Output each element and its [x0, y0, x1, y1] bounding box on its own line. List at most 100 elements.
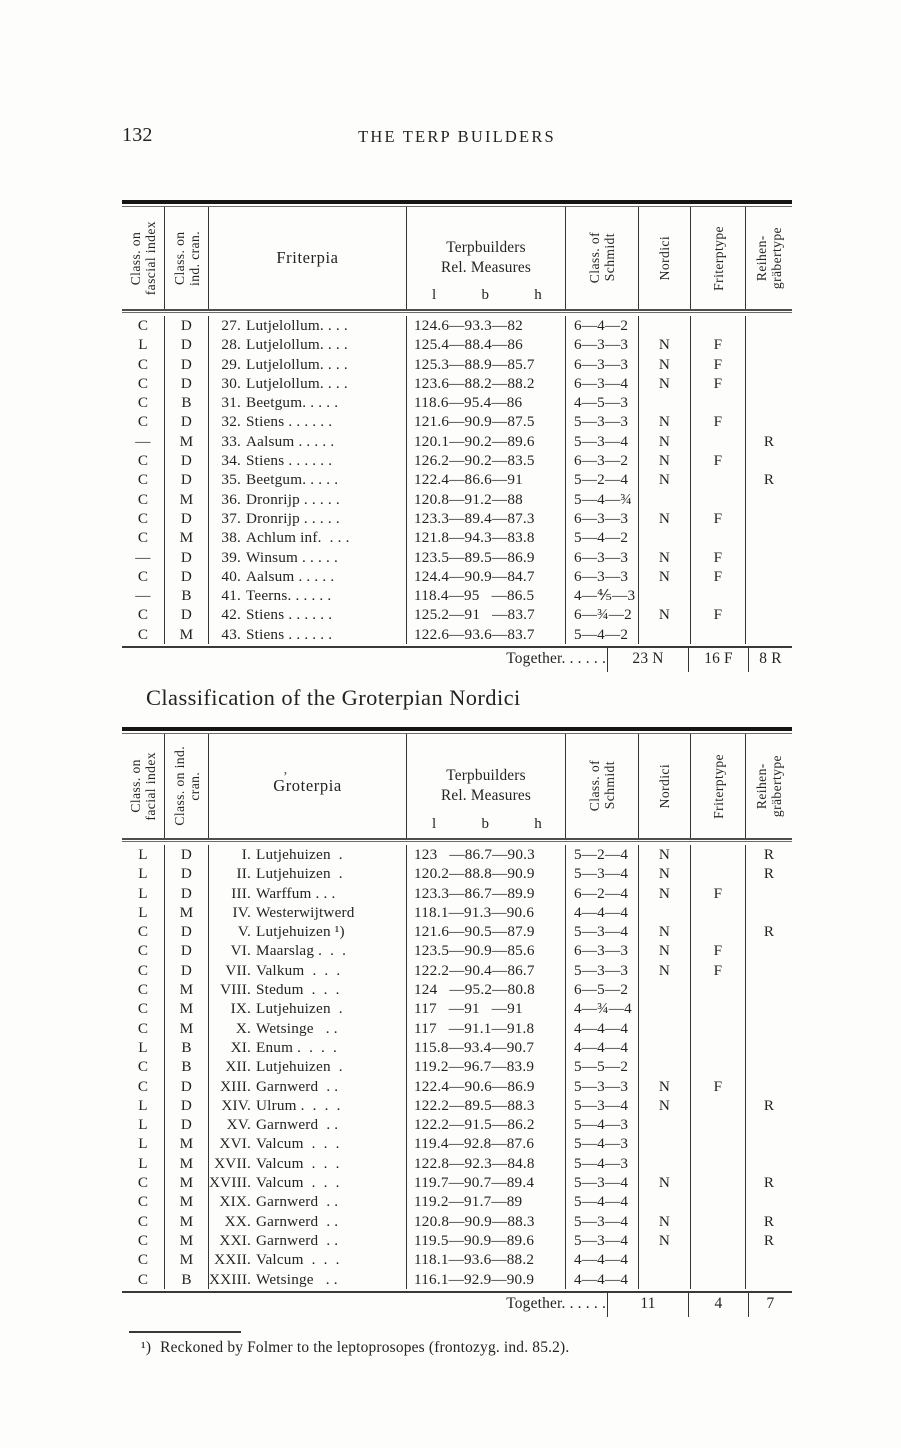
- specimen-place-name: Stiens . . . . . .: [246, 625, 333, 643]
- measures-title: Terpbuilders Rel. Measures: [407, 734, 565, 838]
- cell-reihengraebertype: [745, 508, 792, 529]
- cell-friterptype: [690, 845, 745, 865]
- table-row: L D III. Warffum . . . 123.3—86.7—89.9 6—2—4 N…: [122, 883, 792, 903]
- specimen-place-name: Enum . . . .: [256, 1038, 338, 1056]
- cell-class-ind-cran: M: [164, 489, 208, 509]
- footnote-separator-rule: [129, 1331, 241, 1333]
- cell-nordici: [638, 902, 690, 923]
- cell-reihengraebertype: [745, 1037, 792, 1058]
- cell-class-of-schmidt: 6—3—3: [565, 547, 638, 567]
- header-bottom-double-rule: [122, 838, 792, 842]
- specimen-place-name: Lutjehuizen .: [256, 846, 343, 863]
- header-cell-class-ind-cran: Class. on ind. cran.: [164, 207, 208, 309]
- cell-reihengraebertype: [745, 373, 792, 394]
- cell-reihengraebertype: [745, 566, 792, 587]
- cell-friterptype: [690, 470, 745, 490]
- cell-nordici: [638, 1115, 690, 1135]
- cell-reihengraebertype: [745, 586, 792, 606]
- reihengraebertype-label: Reihen-gräbertype: [754, 227, 784, 289]
- cell-class-of-schmidt: 4—¾—4: [565, 999, 638, 1019]
- specimen-place-name: Stiens . . . . . .: [246, 452, 333, 470]
- cell-class-ind-cran: B: [164, 1269, 208, 1289]
- table-row: C D 29. Lutjelollum. . . . 125.3—88.9—85.7 6—…: [122, 354, 792, 374]
- cell-friterptype: [690, 1192, 745, 1212]
- measure-variable: l: [432, 287, 437, 303]
- rotated-label-line: Nordici: [657, 763, 672, 809]
- cell-class-of-schmidt: 6—3—3: [565, 508, 638, 529]
- cell-rel-measures: 118.4—95 —86.5: [406, 586, 565, 606]
- specimen-place-name: Lutjelollum. . . .: [246, 355, 348, 373]
- table-row: C M VIII. Stedum . . . 124 —95.2—80.8 6—5—2: [122, 980, 792, 1000]
- friterpia-classification-table: Class. on fascial index Class. on ind. cran…: [122, 200, 792, 673]
- cell-nordici: N: [638, 1211, 690, 1231]
- specimen-place-name: Lutjehuizen ¹): [256, 923, 345, 941]
- cell-class-ind-cran: M: [164, 1173, 208, 1193]
- table-row: L M XVII. Valcum . . . 122.8—92.3—84.8 5—4—3: [122, 1153, 792, 1174]
- cell-friterptype: [690, 864, 745, 884]
- cell-friterptype: F: [690, 335, 745, 355]
- specimen-number: VII.: [225, 961, 251, 979]
- cell-specimen-name: XV. Garnwerd . .: [208, 1115, 406, 1135]
- table-row: C M XXII. Valcum . . . 118.1—93.6—88.2 4—4—4: [122, 1250, 792, 1270]
- cell-class-facial-index: L: [138, 1096, 148, 1114]
- specimen-number: XIII.: [220, 1077, 251, 1095]
- table-row: C D VII. Valkum . . . 122.2—90.4—86.7 5—3—3 N F: [122, 960, 792, 981]
- cell-rel-measures: 124 —95.2—80.8: [406, 980, 565, 1000]
- cell-reihengraebertype: [745, 335, 792, 355]
- cell-class-of-schmidt: 5—2—4: [565, 845, 638, 865]
- measure-variable: b: [481, 816, 490, 832]
- table-row: — M 33. Aalsum . . . . . 120.1—90.2—89.6 5—3—…: [122, 431, 792, 452]
- specimen-number: XV.: [226, 1116, 251, 1134]
- table-bottom-rule: [122, 1290, 792, 1293]
- table-row: L D 28. Lutjelollum. . . . 125.4—88.4—86 6—3—…: [122, 335, 792, 355]
- specimen-number: V.: [237, 923, 251, 941]
- cell-class-of-schmidt: 5—2—4: [565, 470, 638, 490]
- cell-rel-measures: 123.3—86.7—89.9: [406, 883, 565, 903]
- cell-nordici: N: [638, 1173, 690, 1193]
- cell-class-ind-cran: D: [164, 960, 208, 981]
- specimen-number: II.: [236, 865, 251, 883]
- cell-friterptype: [690, 624, 745, 645]
- header-cell-reihengraebertype: Reihen-gräbertype: [745, 207, 792, 309]
- specimen-number: 43.: [221, 625, 241, 643]
- group-name-label: Groterpia: [273, 776, 342, 795]
- specimen-number: XIX.: [219, 1193, 251, 1211]
- cell-specimen-name: XII. Lutjehuizen .: [208, 1057, 406, 1077]
- specimen-number: 33.: [221, 432, 241, 450]
- cell-class-facial-index: C: [137, 1251, 149, 1269]
- cell-specimen-name: XIV. Ulrum . . . .: [208, 1095, 406, 1116]
- cell-rel-measures: 123.5—90.9—85.6: [406, 941, 565, 961]
- table-row: C B XXIII. Wetsinge . . 116.1—92.9—90.9 4—4—4: [122, 1269, 792, 1289]
- cell-class-ind-cran: D: [164, 941, 208, 961]
- specimen-number: 40.: [221, 567, 241, 585]
- cell-reihengraebertype: [745, 624, 792, 645]
- cell-specimen-name: 38. Achlum inf. . . .: [208, 528, 406, 548]
- cell-reihengraebertype: R: [745, 922, 792, 942]
- cell-class-of-schmidt: 6—¾—2: [565, 605, 638, 625]
- cell-nordici: N: [638, 335, 690, 355]
- cell-rel-measures: 119.5—90.9—89.6: [406, 1230, 565, 1251]
- cell-specimen-name: 32. Stiens . . . . . .: [208, 412, 406, 432]
- cell-specimen-name: 37. Dronrijp . . . . .: [208, 508, 406, 529]
- cell-nordici: [638, 1153, 690, 1174]
- cell-class-facial-index: L: [138, 903, 148, 921]
- rotated-label-line: Friterptype: [710, 225, 726, 291]
- cell-nordici: N: [638, 431, 690, 452]
- rotated-label-line: Schmidt: [602, 761, 617, 811]
- header-cell-measures: Terpbuilders Rel. Measures l b h: [406, 207, 565, 309]
- cell-rel-measures: 124.4—90.9—84.7: [406, 566, 565, 587]
- cell-class-of-schmidt: 5—5—2: [565, 1057, 638, 1077]
- table-row: L D I. Lutjehuizen . 123 —86.7—90.3 5—2—4 N R: [122, 845, 792, 865]
- cell-class-facial-index: L: [138, 336, 148, 354]
- table-row: L D XV. Garnwerd . . 122.2—91.5—86.2 5—4—3: [122, 1115, 792, 1135]
- specimen-number: 36.: [221, 490, 241, 508]
- cell-class-ind-cran: M: [164, 1153, 208, 1174]
- cell-rel-measures: 122.4—86.6—91: [406, 470, 565, 490]
- cell-class-facial-index: C: [137, 471, 149, 489]
- cell-class-of-schmidt: 5—3—4: [565, 1095, 638, 1116]
- total-nordici: 11: [607, 1292, 688, 1317]
- specimen-place-name: Maarslag . . .: [256, 942, 347, 960]
- header-cell-nordici: Nordici: [638, 734, 690, 838]
- table-row: C D VI. Maarslag . . . 123.5—90.9—85.6 6—3—3 N…: [122, 941, 792, 961]
- measures-title-line: Rel. Measures: [440, 787, 532, 804]
